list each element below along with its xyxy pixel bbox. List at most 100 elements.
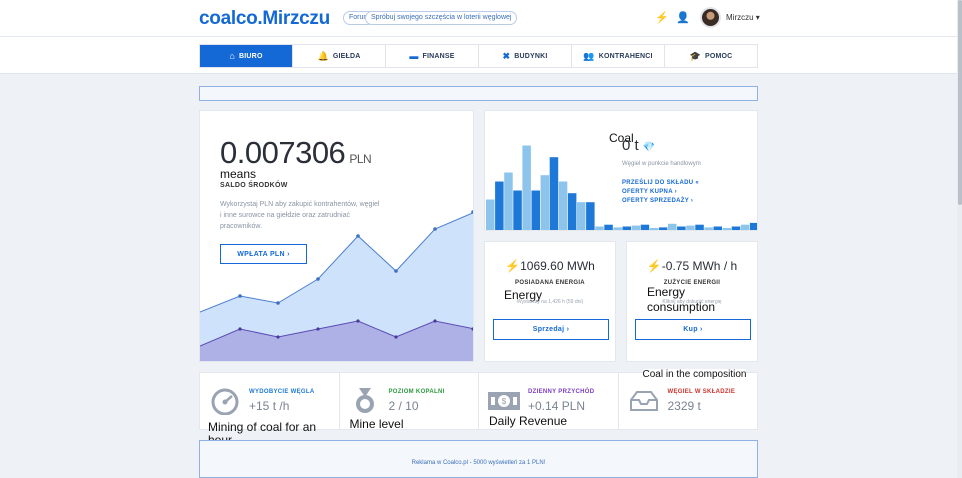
balance-note: means [220, 167, 257, 181]
balance-point [238, 294, 242, 298]
histogram-bar [567, 193, 577, 230]
energy-usage-card: ⚡-0.75 MWh / h ZUŻYCIE ENERGII Kliknij a… [626, 241, 758, 362]
energy-usage-note: Energy consumption [647, 285, 716, 314]
users-icon: 👥 [583, 50, 595, 61]
tab-label: GIEŁDA [332, 52, 361, 60]
balance-point [471, 210, 473, 214]
histogram-bar [522, 145, 531, 230]
balance-point [276, 301, 280, 305]
balance-point [316, 327, 320, 331]
energy-usage-label: ZUŻYCIE ENERGII [663, 280, 721, 286]
histogram-bar [613, 227, 622, 230]
top-ad-slot[interactable] [199, 86, 758, 101]
logo[interactable]: coalco.Mirzczu [199, 8, 330, 29]
stat-label: POZIOM KOPALNI [388, 389, 445, 395]
histogram-bar [513, 190, 522, 230]
tab-label: FINANSE [422, 52, 455, 60]
tab-pomoc[interactable]: 🎓 POMOC [665, 45, 757, 67]
histogram-bar [668, 223, 677, 230]
deposit-button[interactable]: WPŁATA PLN › [220, 244, 307, 264]
stat-coal-stock: WĘGIEL W SKŁADZIE 2329 t Coal in the com… [619, 369, 758, 429]
user-icon[interactable]: 👤 [676, 12, 690, 24]
top-bar: coalco.Mirzczu Forum Spróbuj swojego szc… [0, 0, 962, 37]
balance-point [356, 234, 360, 238]
stat-daily-revenue: $ DZIENNY PRZYCHÓD +0.14 PLN Daily Reven… [479, 373, 619, 429]
tab-gielda[interactable]: 🔔 GIEŁDA [293, 45, 386, 67]
lottery-link[interactable]: Spróbuj swojego szczęścia w loterii węgl… [365, 11, 518, 25]
ad-box[interactable]: Reklama w Coalco.pl - 5000 wyświetleń za… [199, 440, 758, 478]
balance-point [276, 335, 280, 339]
sell-energy-button[interactable]: Sprzedaj › [493, 319, 609, 340]
bolt-icon[interactable]: ⚡ [655, 12, 669, 24]
histogram-bar [658, 227, 668, 230]
histogram-bar [486, 199, 495, 230]
stats-row: WYDOBYCIE WĘGLA +15 t /h Mining of coal … [199, 369, 758, 447]
balance-line-lower [200, 320, 473, 347]
stat-note: Mine level [349, 417, 404, 431]
stat-note: Daily Revenue [489, 414, 568, 428]
energy-usage-text: -0.75 MWh / h [661, 259, 738, 273]
balance-amount: 0.007306 PLN [220, 135, 372, 171]
balance-point [394, 335, 398, 339]
energy-owned-note: Energy [504, 288, 543, 302]
histogram-bar [713, 226, 722, 230]
histogram-bar [695, 224, 704, 230]
user-menu[interactable]: Mirzczu ▾ [726, 13, 760, 22]
tab-label: BUDYNKI [514, 52, 548, 60]
balance-point [238, 327, 242, 331]
energy-owned-label: POSIADANA ENERGIA [515, 280, 585, 286]
histogram-bar [704, 227, 713, 230]
balance-label: SALDO ŚRODKÓW [220, 182, 288, 189]
histogram-bar [686, 225, 695, 230]
balance-line-upper [200, 212, 473, 313]
histogram-bar [740, 224, 750, 230]
histogram-bar [722, 228, 732, 230]
buy-energy-button[interactable]: Kup › [635, 319, 751, 340]
tab-label: POMOC [704, 52, 733, 60]
histogram-bar [558, 181, 568, 230]
scrollbar-track[interactable] [957, 0, 962, 478]
tab-biuro[interactable]: ⌂ BIURO [200, 45, 293, 67]
stat-mine-level: POZIOM KOPALNI 2 / 10 Mine level [340, 373, 479, 431]
avatar[interactable] [700, 7, 721, 28]
balance-point [471, 327, 473, 331]
coal-value: 0 t [622, 137, 639, 154]
tab-budynki[interactable]: ✖ BUDYNKI [479, 45, 572, 67]
balance-chart [200, 210, 473, 361]
tools-icon: ✖ [502, 50, 511, 61]
histogram-bar [531, 190, 540, 230]
coal-subtitle: Węgiel w punkcie handlowym [622, 161, 701, 167]
money-icon: $ [487, 387, 521, 415]
histogram-bar [495, 181, 504, 230]
balance-point [433, 319, 437, 323]
histogram-bar [677, 226, 686, 230]
coal-amount: 0 t 💎 [622, 137, 655, 154]
energy-usage-value: ⚡-0.75 MWh / h [627, 259, 757, 273]
stat-value: 2 / 10 [388, 399, 419, 413]
buy-offers-link[interactable]: OFERTY KUPNA › [622, 189, 677, 195]
sell-offers-link[interactable]: OFERTY SPRZEDAŻY › [622, 198, 694, 204]
tab-finanse[interactable]: ▬ FINANSE [386, 45, 479, 67]
graduation-cap-icon: 🎓 [689, 50, 701, 61]
stat-value: +0.14 PLN [528, 399, 586, 413]
energy-owned-subtitle: Wystarczy na 1,426 h (59 dni) [516, 299, 584, 305]
coal-histogram [486, 145, 757, 230]
tab-kontrahenci[interactable]: 👥 KONTRAHENCI [572, 45, 665, 67]
energy-owned-text: 1069.60 MWh [520, 259, 595, 273]
histogram-bar [504, 172, 513, 230]
stat-label: WĘGIEL W SKŁADZIE [667, 389, 736, 395]
main-nav: ⌂ BIURO 🔔 GIEŁDA ▬ FINANSE ✖ BUDYNKI 👥 KONTRA… [199, 44, 758, 68]
histogram-bar [540, 175, 550, 230]
bolt-icon: ⚡ [505, 259, 521, 273]
histogram-bar [640, 224, 650, 230]
bolt-icon: ⚡ [646, 259, 662, 273]
scrollbar-thumb[interactable] [958, 0, 962, 205]
histogram-bar [731, 226, 741, 230]
energy-owned-card: ⚡1069.60 MWh POSIADANA ENERGIA Energy Wy… [484, 241, 616, 362]
histogram-bar [631, 225, 641, 230]
stat-value: +15 t /h [249, 399, 290, 413]
histogram-bar [595, 226, 604, 230]
ad-text[interactable]: Reklama w Coalco.pl - 5000 wyświetleń za… [411, 460, 546, 466]
send-to-warehouse-link[interactable]: PRZEŚLIJ DO SKŁADU « [622, 180, 700, 186]
inbox-icon [627, 387, 661, 415]
